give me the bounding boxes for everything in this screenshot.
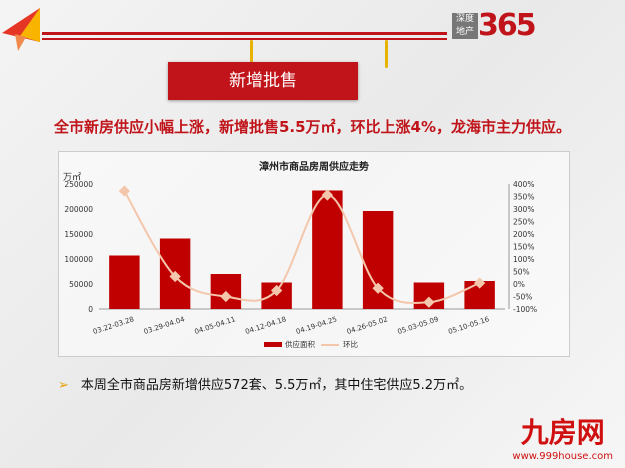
y2-tick-label: -50% (513, 293, 532, 302)
x-tick-label: 03.22-03.28 (92, 315, 135, 336)
paper-plane-icon (2, 8, 40, 51)
site-url: www.999house.com (512, 451, 613, 462)
y2-tick-label: 350% (513, 193, 534, 202)
x-tick-label: 04.26-05.02 (346, 315, 389, 336)
header-rule (42, 32, 447, 35)
chart-title: 漳州市商品房周供应走势 (259, 160, 369, 173)
y2-tick-label: 300% (513, 205, 534, 214)
legend-label: 供应面积 (285, 339, 315, 349)
y2-tick-label: -100% (513, 305, 537, 314)
line-point (372, 282, 384, 294)
x-tick-label: 04.19-04.25 (295, 315, 338, 336)
legend-swatch-bar (264, 342, 282, 347)
y-tick-label: 0 (88, 305, 93, 314)
x-tick-label: 03.29-04.04 (143, 315, 187, 336)
y2-tick-label: 50% (513, 268, 530, 277)
y2-tick-label: 200% (513, 230, 534, 239)
y-tick-label: 200000 (64, 205, 93, 214)
chart: 漳州市商品房周供应走势万㎡ 0 50000 100000 150000 200000 250… (58, 151, 570, 357)
y-tick-label: 150000 (64, 230, 93, 239)
x-tick-label: 04.12-04.18 (244, 315, 287, 336)
y-tick-label: 250000 (64, 180, 93, 189)
hook (385, 40, 388, 68)
x-tick-label: 04.05-04.11 (193, 315, 236, 336)
y-axis-label: 万㎡ (63, 172, 81, 183)
line-point (220, 290, 232, 303)
x-tick-label: 05.10-05.16 (447, 315, 491, 336)
hook (250, 40, 253, 68)
watermark: 九房网 www.999house.com (512, 411, 613, 462)
line-point (423, 296, 435, 308)
y-tick-label: 100000 (64, 255, 93, 264)
y2-tick-label: 0% (513, 280, 525, 289)
legend-label: 环比 (343, 339, 358, 349)
logo-number: 365 (478, 8, 537, 43)
y2-tick-label: 150% (513, 243, 534, 252)
y2-tick-label: 100% (513, 255, 534, 264)
bullet-text: 本周全市商品房新增供应572套、5.5万㎡，其中住宅供应5.2万㎡。 (80, 378, 473, 393)
x-tick-label: 05.03-05.09 (396, 315, 439, 336)
bar (362, 211, 394, 309)
logo-box: 深度地产 (452, 12, 478, 39)
bullet-item: ➢ 本周全市商品房新增供应572套、5.5万㎡，其中住宅供应5.2万㎡。 (58, 378, 473, 393)
line-point (118, 185, 131, 197)
bar (109, 255, 140, 309)
header-rule (42, 38, 447, 40)
bar (312, 190, 343, 309)
y2-tick-label: 400% (513, 180, 534, 189)
y2-tick-label: 250% (513, 218, 534, 227)
section-banner: 新增批售 (168, 62, 358, 100)
headline: 全市新房供应小幅上涨，新增批售5.5万㎡，环比上涨4%，龙海市主力供应。 (53, 118, 572, 136)
site-name: 九房网 (520, 416, 605, 449)
line-point (270, 284, 283, 297)
logo: 深度地产 365 (452, 8, 537, 43)
y-tick-label: 50000 (69, 280, 93, 289)
